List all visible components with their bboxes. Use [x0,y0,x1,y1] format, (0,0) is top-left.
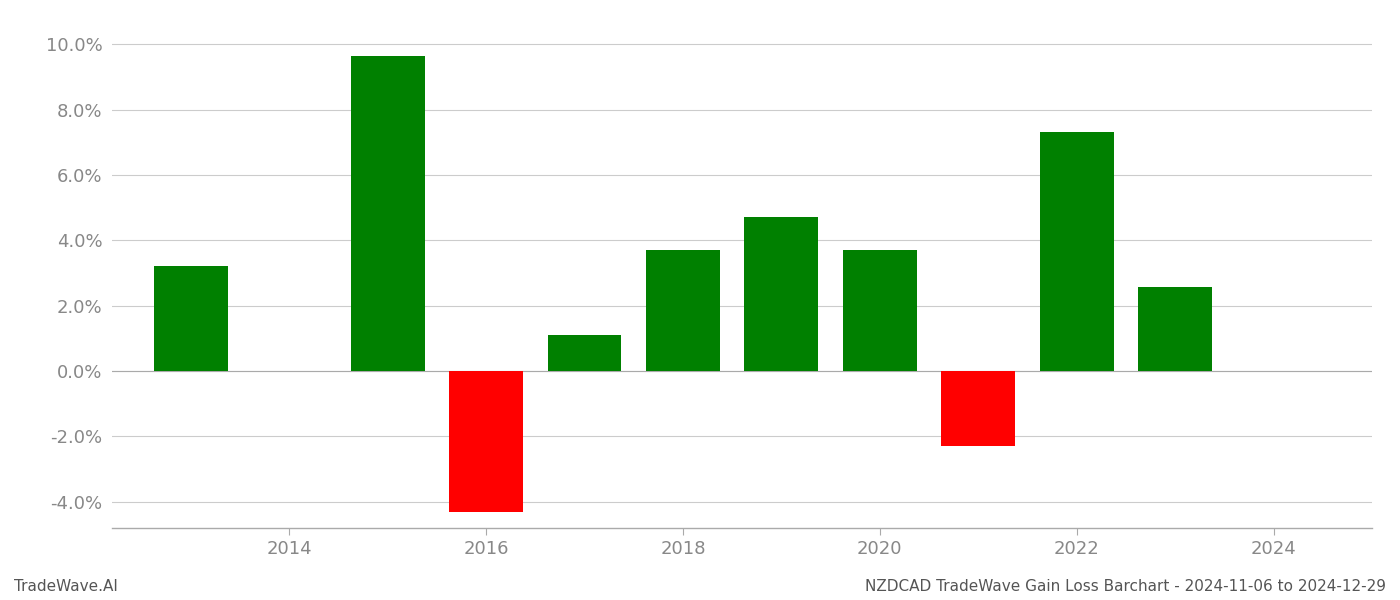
Text: NZDCAD TradeWave Gain Loss Barchart - 2024-11-06 to 2024-12-29: NZDCAD TradeWave Gain Loss Barchart - 20… [865,579,1386,594]
Bar [645,250,720,371]
Bar [154,266,228,371]
Bar [1040,132,1113,371]
Text: TradeWave.AI: TradeWave.AI [14,579,118,594]
Bar [547,335,622,371]
Bar [351,56,424,371]
Bar [745,217,818,371]
Bar [941,371,1015,446]
Bar [1138,287,1212,371]
Bar [843,250,917,371]
Bar [449,371,524,512]
